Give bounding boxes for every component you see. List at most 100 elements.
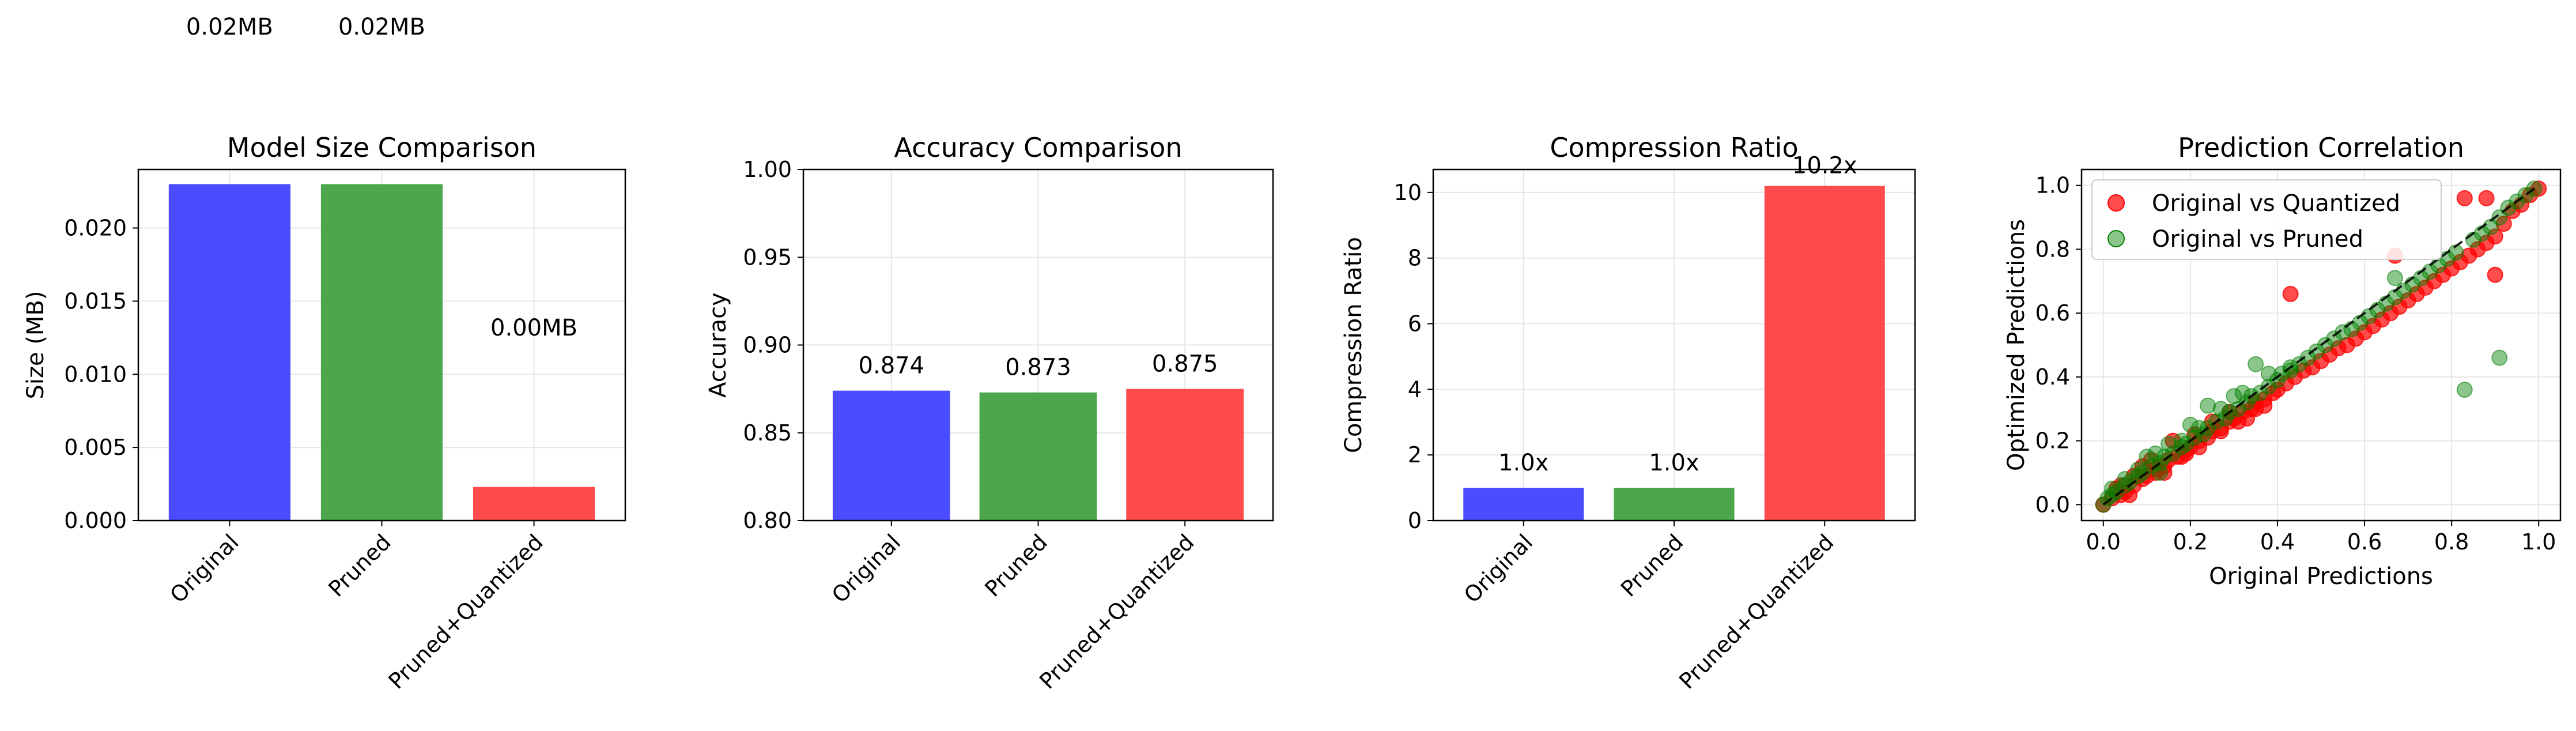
y-tick-label: 8 xyxy=(1408,246,1422,271)
bar-data-label: 1.0x xyxy=(1498,450,1548,476)
bar-data-label: 1.0x xyxy=(1649,450,1699,476)
scatter-point xyxy=(2160,436,2177,453)
scatter-point xyxy=(2248,401,2264,417)
scatter-point xyxy=(2335,324,2351,341)
scatter-point xyxy=(2282,285,2299,302)
x-tick-label: 0.0 xyxy=(2086,529,2121,555)
bar-original xyxy=(832,390,950,521)
scatter-point xyxy=(2156,449,2173,465)
y-axis-label: Compression Ratio xyxy=(1340,237,1367,453)
legend-label: Original vs Pruned xyxy=(2152,226,2363,253)
x-tick-label: Pruned xyxy=(323,529,396,602)
bar-pruned-quantized xyxy=(1764,186,1885,521)
y-tick-label: 6 xyxy=(1408,311,1422,337)
bar-data-label: 0.873 xyxy=(1005,355,1071,381)
x-tick-label: Original xyxy=(165,529,244,608)
chart-4: 0.0 0.2 0.4 0.6 0.8 1.0 0.0 0.2 0.4 0.6 0.8 1.0 Orig… xyxy=(2003,132,2562,590)
bar-data-label: 0.874 xyxy=(859,353,925,379)
scatter-point xyxy=(2143,458,2159,474)
scatter-point xyxy=(2530,180,2547,197)
scatter-point xyxy=(2190,439,2207,455)
y-tick-label: 1.0 xyxy=(2035,173,2070,198)
y-tick-label: 1.00 xyxy=(743,157,792,182)
scatter-point xyxy=(2260,366,2277,382)
scatter-point xyxy=(2299,349,2316,366)
legend-box xyxy=(2091,179,2442,260)
scatter-point xyxy=(2212,401,2229,417)
scatter-point xyxy=(2139,449,2155,465)
x-tick-label: Pruned+Quantized xyxy=(383,529,547,694)
scatter-point xyxy=(2190,420,2207,436)
scatter-point xyxy=(2282,362,2299,379)
chart-title: Accuracy Comparison xyxy=(894,132,1182,163)
scatter-point xyxy=(2226,388,2242,405)
scatter-point xyxy=(2103,480,2120,497)
scatter-point xyxy=(2308,343,2325,360)
scatter-point xyxy=(2156,464,2173,481)
y-tick-label: 0 xyxy=(1408,508,1422,533)
scatter-point xyxy=(2487,266,2503,283)
scatter-point xyxy=(2130,461,2147,478)
y-axis-label: Size (MB) xyxy=(22,291,49,400)
legend: Original vs Quantized Original vs Pruned xyxy=(2091,179,2442,260)
y-tick-label: 4 xyxy=(1408,376,1422,402)
scatter-point xyxy=(2230,401,2246,417)
chart-title: Model Size Comparison xyxy=(227,132,537,163)
x-tick-label: 0.6 xyxy=(2347,529,2382,555)
chart-title: Prediction Correlation xyxy=(2178,132,2464,163)
y-tick-label: 0.85 xyxy=(743,420,792,446)
bar-original xyxy=(168,184,291,521)
y-tick-label: 0.0 xyxy=(2035,492,2070,517)
y-tick-label: 0.015 xyxy=(64,288,127,314)
x-tick-label: Pruned xyxy=(1616,529,1689,602)
x-tick-label: Pruned xyxy=(980,529,1052,602)
scatter-point xyxy=(2117,471,2133,488)
scatter-point xyxy=(2291,356,2307,372)
scatter-point xyxy=(2151,464,2168,481)
y-tick-label: 0.2 xyxy=(2035,428,2070,454)
x-tick-label: 0.8 xyxy=(2434,529,2469,555)
legend-marker xyxy=(2107,230,2125,247)
scatter-point xyxy=(2212,423,2229,439)
bar-data-label: 0.02MB xyxy=(338,14,425,40)
scatter-point xyxy=(2491,349,2508,366)
scatter-point xyxy=(2147,445,2164,462)
bar-original xyxy=(1463,488,1584,521)
chart-1: 0.000 0.005 0.010 0.015 0.020 0.02MB 0.02MB 0.0… xyxy=(22,14,626,694)
x-tick-label: 1.0 xyxy=(2521,529,2556,555)
scatter-point xyxy=(2317,337,2334,353)
x-tick-label: Pruned+Quantized xyxy=(1674,529,1838,694)
scatter-point xyxy=(2234,385,2251,401)
scatter-point xyxy=(2456,190,2473,206)
x-tick-label: Pruned+Quantized xyxy=(1034,529,1199,694)
legend-marker xyxy=(2107,194,2125,212)
y-tick-label: 0.6 xyxy=(2035,300,2070,326)
bar-data-label: 0.02MB xyxy=(186,14,273,40)
y-tick-label: 0.95 xyxy=(743,244,792,270)
bar-pruned xyxy=(320,184,443,521)
reference-line xyxy=(2102,184,2540,506)
x-tick-label: 0.4 xyxy=(2260,529,2295,555)
y-tick-label: 0.005 xyxy=(64,435,127,460)
legend-label: Original vs Quantized xyxy=(2152,190,2400,217)
bar-data-label: 0.875 xyxy=(1152,351,1218,378)
bar-pruned-quantized xyxy=(473,487,595,521)
chart-3: 0 2 4 6 8 10 1.0x 1.0x 10.2x Original PrunedPruned… xyxy=(1340,132,1916,694)
bar-data-label: 10.2x xyxy=(1792,152,1857,179)
x-tick-label: 0.2 xyxy=(2173,529,2208,555)
x-tick-label: Original xyxy=(1459,529,1538,608)
bar-pruned-quantized xyxy=(1126,389,1244,521)
scatter-point xyxy=(2386,270,2403,287)
chart-2: 0.80 0.85 0.90 0.95 1.00 0.874 0.873 0.875 Origi… xyxy=(705,132,1274,694)
y-axis-label: Accuracy xyxy=(705,292,731,398)
bar-pruned xyxy=(1614,488,1735,521)
chart-title: Compression Ratio xyxy=(1550,132,1798,163)
scatter-point xyxy=(2478,190,2495,206)
scatter-point xyxy=(2248,356,2264,372)
y-tick-label: 0.80 xyxy=(743,508,792,533)
y-tick-label: 0.000 xyxy=(64,508,127,533)
scatter-point xyxy=(2456,382,2473,398)
plot-frame xyxy=(2080,168,2562,522)
y-tick-label: 0.020 xyxy=(64,216,127,241)
